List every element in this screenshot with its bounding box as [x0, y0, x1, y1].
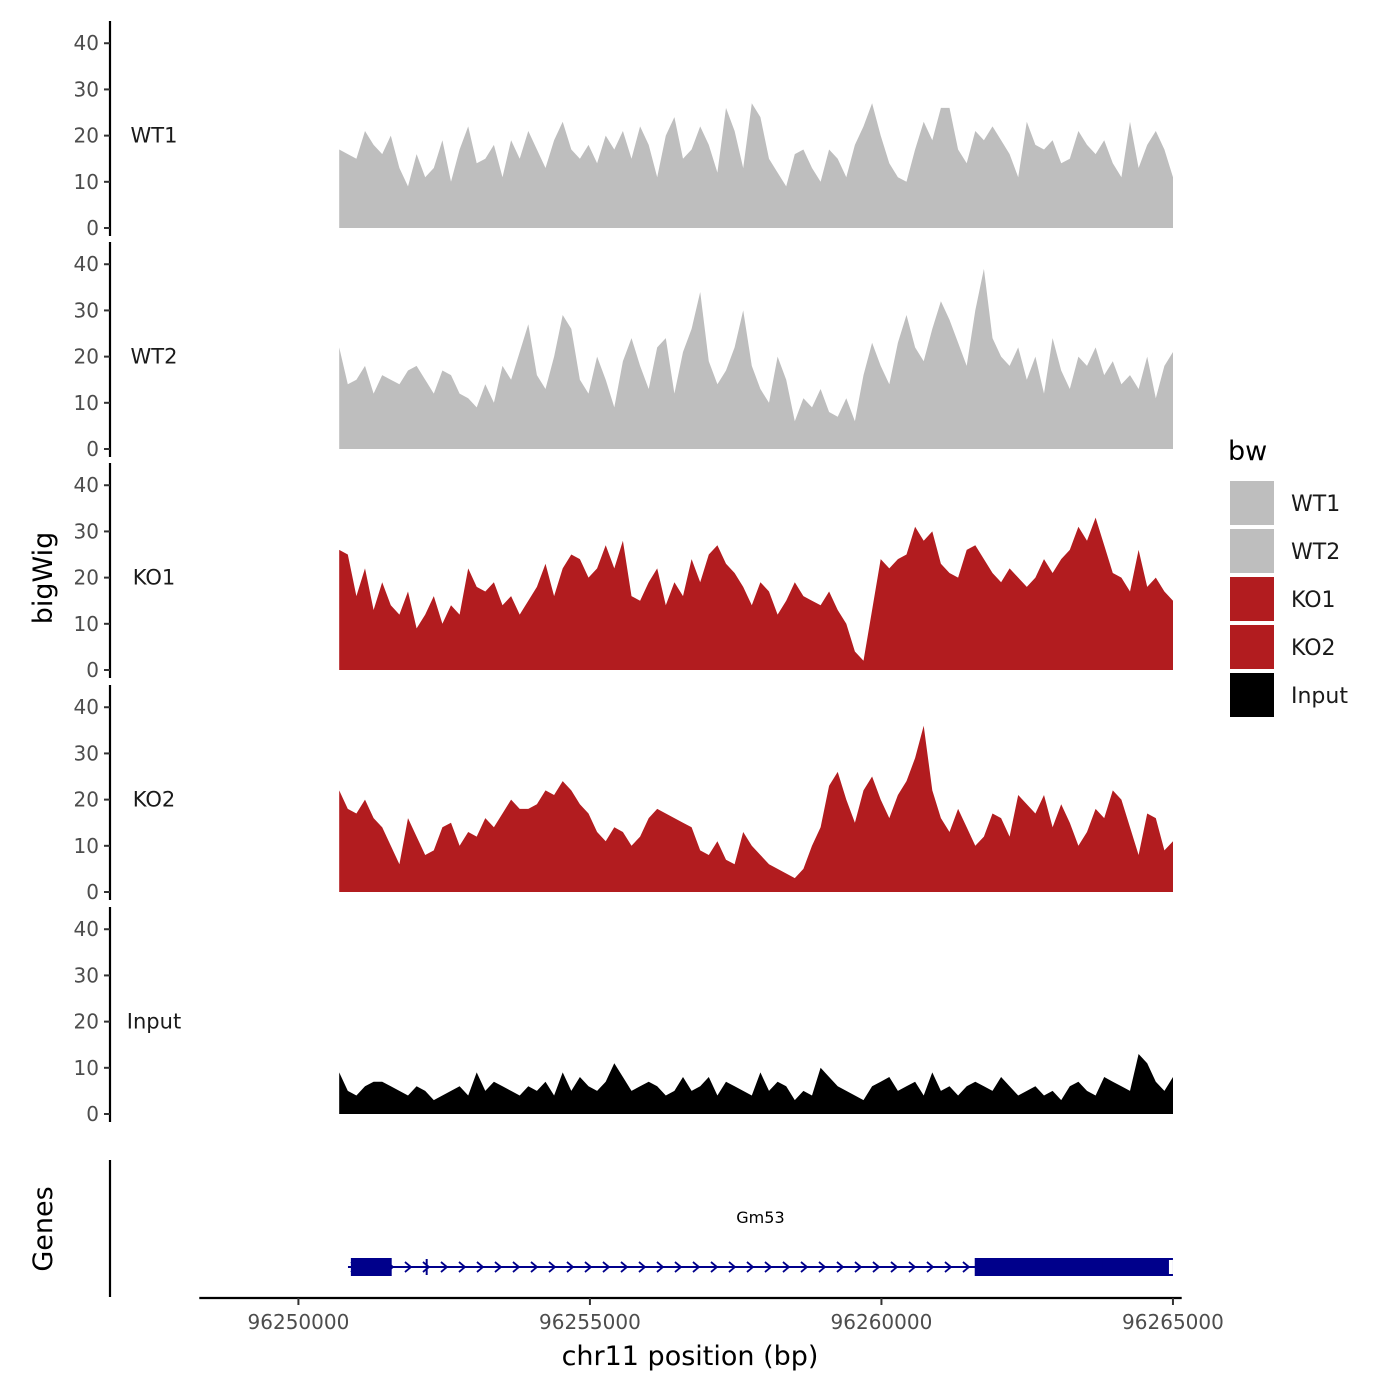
gene-exon-gap [1168, 1260, 1173, 1274]
y-tick-label: 30 [74, 77, 99, 101]
strand-arrow [440, 1261, 449, 1273]
y-tick-label: 0 [86, 880, 99, 904]
strand-arrow [854, 1261, 863, 1273]
strand-arrow [584, 1261, 593, 1273]
strand-arrow [530, 1261, 539, 1273]
y-tick-label: 20 [74, 566, 99, 590]
y-tick-label: 30 [74, 298, 99, 322]
strand-arrow [692, 1261, 701, 1273]
track-wt2: 0 10 20 30 40 WT2 [74, 242, 1173, 461]
track-label: WT2 [131, 345, 178, 369]
legend-label: WT1 [1291, 492, 1340, 517]
y-tick-label: 10 [74, 170, 99, 194]
legend-key-ko1 [1228, 575, 1276, 623]
strand-arrow [800, 1261, 809, 1273]
strand-arrow [962, 1261, 971, 1273]
strand-arrow [602, 1261, 611, 1273]
y-axis-title: bigWig [28, 532, 59, 625]
y-tick-label: 0 [86, 437, 99, 461]
legend-label: KO2 [1291, 636, 1336, 661]
strand-arrow [494, 1261, 503, 1273]
x-axis-title: chr11 position (bp) [562, 1341, 819, 1372]
x-tick-label: 96260000 [831, 1310, 933, 1334]
coverage-area-wt1 [339, 103, 1173, 228]
y-tick-label: 0 [86, 658, 99, 682]
strand-arrow [890, 1261, 899, 1273]
y-tick-label: 20 [74, 788, 99, 812]
y-tick-label: 40 [74, 473, 99, 497]
strand-arrow [710, 1261, 719, 1273]
strand-arrow [926, 1261, 935, 1273]
gene-name-label: Gm53 [736, 1208, 784, 1227]
strand-arrow [908, 1261, 917, 1273]
strand-arrow [872, 1261, 881, 1273]
strand-arrow [764, 1261, 773, 1273]
x-tick-label: 96265000 [1122, 1310, 1224, 1334]
y-tick-label: 20 [74, 345, 99, 369]
coverage-area-ko2 [339, 725, 1173, 892]
track-label: KO1 [133, 566, 176, 590]
strand-arrow [944, 1261, 953, 1273]
y-tick-label: 40 [74, 31, 99, 55]
track-label: KO2 [133, 788, 176, 812]
genes-track: Genes Gm53 [28, 1160, 1173, 1297]
legend-key-ko2 [1228, 623, 1276, 671]
legend-title: bw [1228, 436, 1267, 467]
legend-key-wt2 [1228, 527, 1276, 575]
y-tick-label: 40 [74, 917, 99, 941]
x-axis: 96250000 96255000 96260000 96265000 [199, 1296, 1224, 1334]
coverage-area-input [339, 1054, 1173, 1114]
track-ko2: 0 10 20 30 40 KO2 [74, 685, 1173, 904]
track-ko1: 0 10 20 30 40 KO1 [74, 463, 1173, 682]
tracks-layer: 0 10 20 30 40 WT1 0 10 20 30 40 WT2 0 10 20 30 40 KO1 0 10 2… [74, 21, 1173, 1126]
strand-arrow [656, 1261, 665, 1273]
y-tick-label: 10 [74, 612, 99, 636]
y-tick-label: 20 [74, 1010, 99, 1034]
strand-arrow [404, 1261, 413, 1273]
y-tick-label: 0 [86, 1102, 99, 1126]
track-wt1: 0 10 20 30 40 WT1 [74, 21, 1173, 240]
strand-arrow [422, 1261, 431, 1273]
legend-key-input [1228, 671, 1276, 719]
strand-arrow [728, 1261, 737, 1273]
y-tick-label: 30 [74, 963, 99, 987]
track-label: WT1 [131, 124, 178, 148]
x-tick-label: 96255000 [539, 1310, 641, 1334]
strand-arrow [818, 1261, 827, 1273]
legend-label: Input [1291, 684, 1348, 709]
y-tick-label: 40 [74, 695, 99, 719]
y-tick-label: 30 [74, 741, 99, 765]
gene-exon [1102, 1258, 1165, 1276]
track-label: Input [127, 1010, 181, 1034]
x-tick-label: 96250000 [248, 1310, 350, 1334]
legend: WT1 WT2 KO1 KO2 Input [1228, 479, 1348, 719]
y-tick-label: 10 [74, 1056, 99, 1080]
y-tick-label: 30 [74, 519, 99, 543]
strand-arrow [782, 1261, 791, 1273]
y-tick-label: 10 [74, 391, 99, 415]
strand-arrow [620, 1261, 629, 1273]
y-tick-label: 40 [74, 252, 99, 276]
strand-arrow [476, 1261, 485, 1273]
strand-arrow [566, 1261, 575, 1273]
legend-label: WT2 [1291, 540, 1340, 565]
coverage-area-wt2 [339, 268, 1173, 449]
y-tick-label: 0 [86, 216, 99, 240]
y-tick-label: 20 [74, 124, 99, 148]
strand-arrow [746, 1261, 755, 1273]
strand-arrow [674, 1261, 683, 1273]
track-input: 0 10 20 30 40 Input [74, 907, 1173, 1126]
strand-arrow [512, 1261, 521, 1273]
legend-key-wt1 [1228, 479, 1276, 527]
strand-arrow [548, 1261, 557, 1273]
strand-arrow [458, 1261, 467, 1273]
legend-label: KO1 [1291, 588, 1336, 613]
coverage-area-ko1 [339, 517, 1173, 670]
genes-track-title: Genes [28, 1186, 59, 1271]
strand-arrow [638, 1261, 647, 1273]
gene-exon [350, 1258, 392, 1276]
y-tick-label: 10 [74, 834, 99, 858]
strand-arrow [836, 1261, 845, 1273]
